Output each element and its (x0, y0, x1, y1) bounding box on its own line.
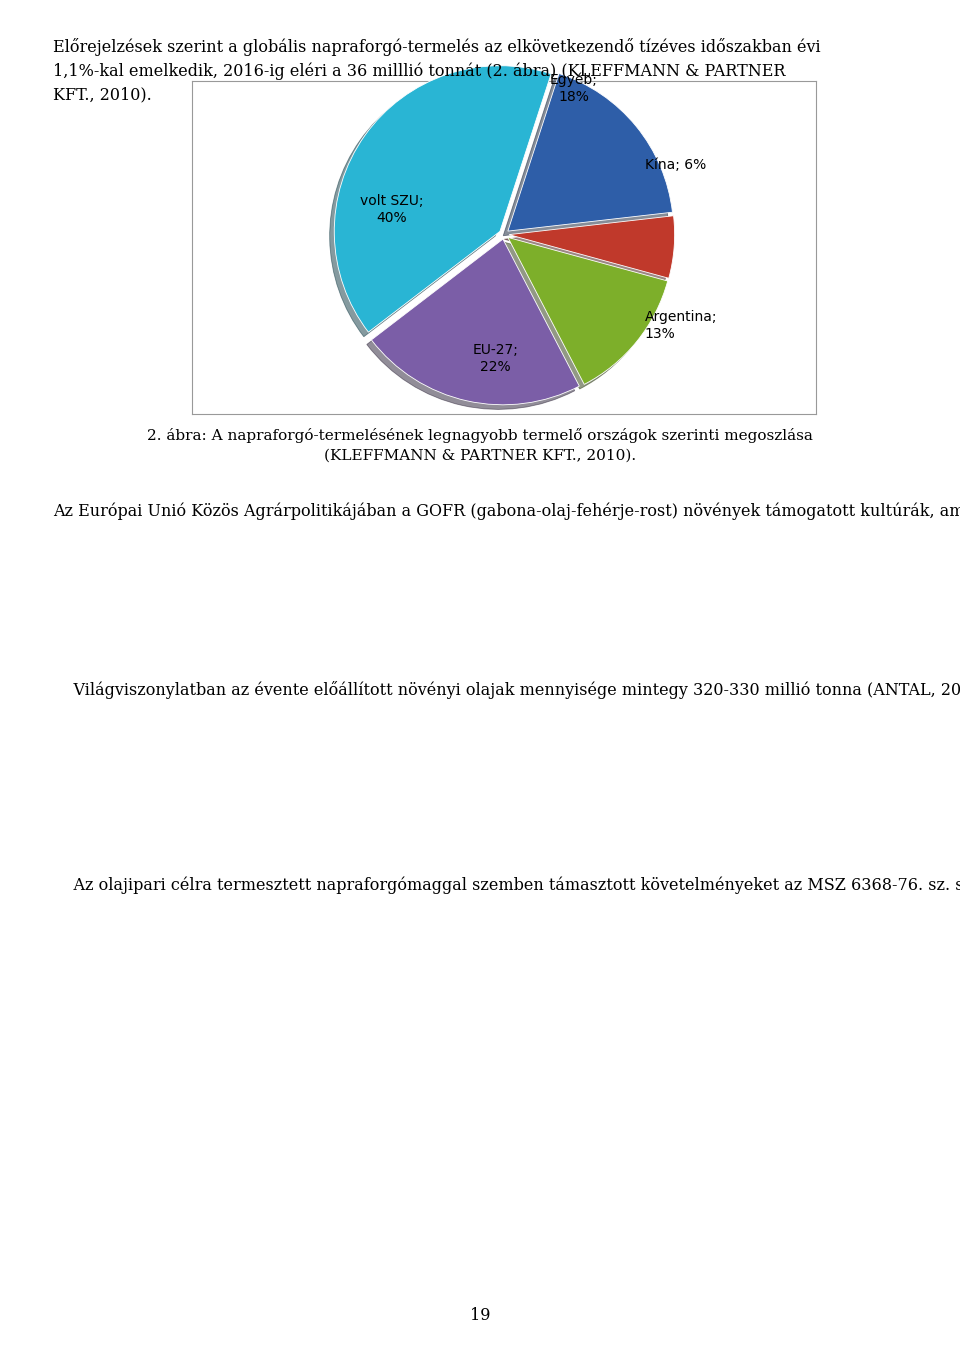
Text: Az Európai Unió Közös Agrárpolitikájában a GOFR (gabona-olaj-fehérje-rost) növén: Az Európai Unió Közös Agrárpolitikájában… (53, 502, 960, 520)
Text: EU-27;
22%: EU-27; 22% (472, 342, 518, 375)
Wedge shape (508, 73, 672, 231)
Wedge shape (334, 65, 551, 333)
Text: 19: 19 (469, 1306, 491, 1324)
Wedge shape (372, 239, 579, 405)
Text: Előrejelzések szerint a globális napraforgó-termelés az elkövetkezendő tízéves i: Előrejelzések szerint a globális naprafo… (53, 38, 821, 103)
Text: Egyéb;
18%: Egyéb; 18% (550, 72, 597, 105)
Text: Az olajipari célra termesztett napraforgómaggal szemben támasztott követelmények: Az olajipari célra termesztett napraforg… (53, 876, 960, 894)
Text: volt SZU;
40%: volt SZU; 40% (360, 194, 423, 225)
Wedge shape (509, 216, 675, 278)
Text: Világviszonylatban az évente előállított növényi olajak mennyisége mintegy 320-3: Világviszonylatban az évente előállított… (53, 679, 960, 699)
Text: Argentina;
13%: Argentina; 13% (645, 310, 717, 341)
Wedge shape (508, 238, 668, 384)
Text: 2. ábra: A napraforgó-termelésének legnagyobb termelő országok szerinti megoszlá: 2. ábra: A napraforgó-termelésének legna… (147, 428, 813, 462)
Text: Kína; 6%: Kína; 6% (645, 158, 706, 171)
